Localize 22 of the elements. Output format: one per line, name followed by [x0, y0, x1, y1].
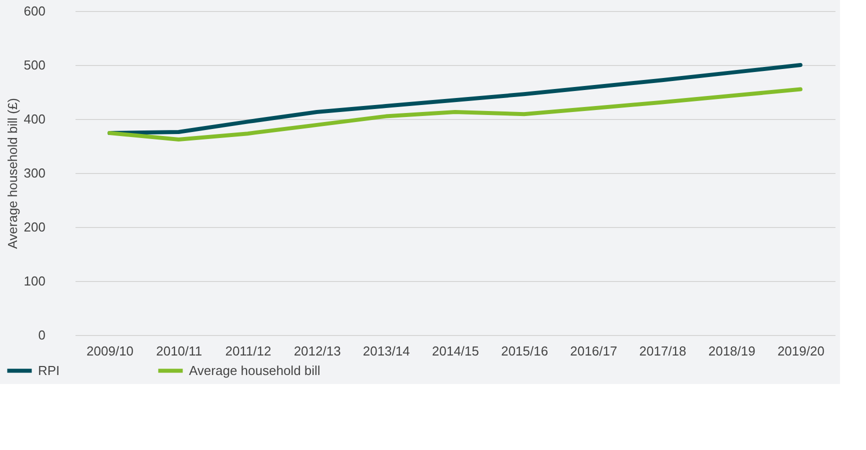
x-tick-label: 2012/13 [294, 344, 341, 358]
y-tick-label: 600 [24, 4, 46, 18]
x-tick-label: 2015/16 [501, 344, 548, 358]
x-tick-label: 2017/18 [639, 344, 686, 358]
y-axis-title: Average household bill (£) [4, 98, 20, 249]
y-tick-label: 500 [24, 58, 46, 72]
x-tick-label: 2011/12 [225, 344, 272, 358]
y-tick-label: 100 [24, 274, 46, 288]
x-tick-label: 2009/10 [86, 344, 134, 358]
legend-label: RPI [38, 362, 60, 378]
x-tick-label: 2013/14 [362, 344, 410, 358]
x-tick-label: 2016/17 [570, 344, 618, 358]
y-tick-label: 200 [24, 220, 46, 234]
x-tick-label: 2014/15 [432, 344, 479, 358]
legend-label: Average household bill [189, 362, 320, 378]
y-tick-label: 300 [24, 166, 46, 180]
x-tick-label: 2019/20 [777, 344, 824, 358]
x-tick-label: 2010/11 [156, 344, 202, 358]
y-tick-label: 400 [24, 112, 46, 126]
x-tick-label: 2018/19 [708, 344, 756, 358]
y-tick-label: 0 [38, 328, 46, 342]
line-series [108, 87, 802, 142]
